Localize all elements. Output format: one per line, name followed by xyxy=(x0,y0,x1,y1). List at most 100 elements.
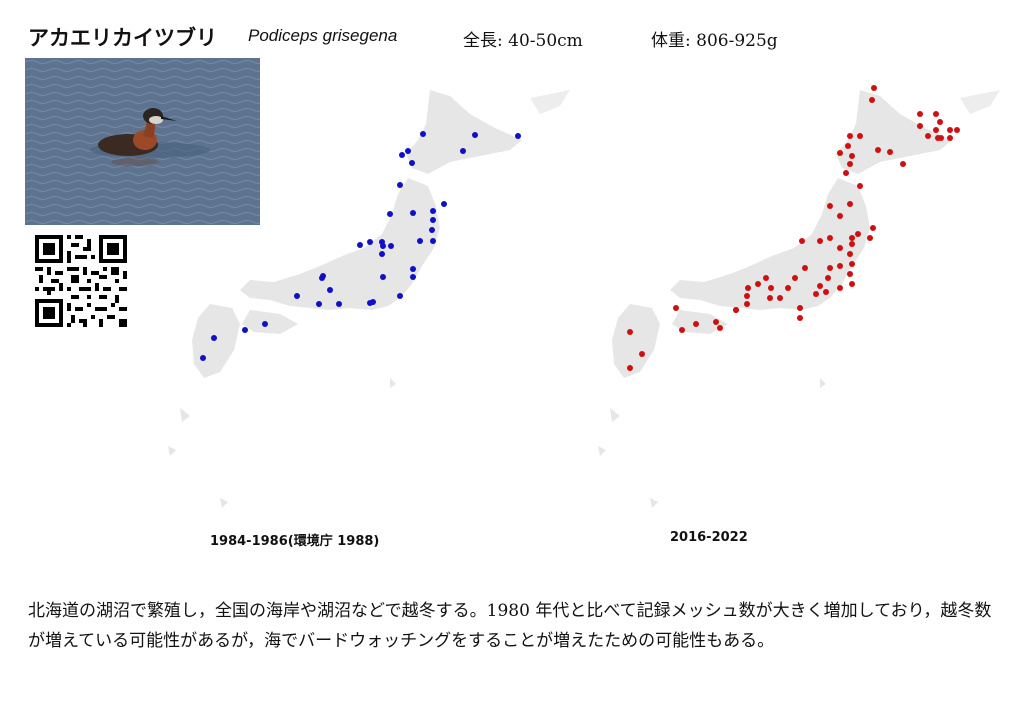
record-dot xyxy=(837,213,843,219)
record-dot xyxy=(387,211,393,217)
distribution-map-2016-2022 xyxy=(590,78,1010,538)
record-dot xyxy=(827,235,833,241)
record-dot xyxy=(262,321,268,327)
record-dot xyxy=(799,238,805,244)
record-dot xyxy=(367,239,373,245)
record-dot xyxy=(933,111,939,117)
record-dot xyxy=(409,160,415,166)
record-dot xyxy=(887,149,893,155)
map-caption-left: 1984-1986(環境庁 1988) xyxy=(210,534,380,549)
grebe-photo-illustration xyxy=(25,58,260,225)
record-dot xyxy=(441,201,447,207)
record-dot xyxy=(693,321,699,327)
record-dot xyxy=(849,241,855,247)
record-dot xyxy=(797,305,803,311)
record-dot xyxy=(867,235,873,241)
record-dots-1984-1986 xyxy=(200,131,521,361)
record-dot xyxy=(875,147,881,153)
record-dot xyxy=(935,135,941,141)
record-dot xyxy=(410,210,416,216)
species-header: アカエリカイツブリ Podiceps grisegena 全長: 40-50cm… xyxy=(28,22,1008,52)
record-dot xyxy=(745,285,751,291)
record-dot xyxy=(410,266,416,272)
bird-photo xyxy=(25,58,260,225)
record-dot xyxy=(388,243,394,249)
record-dot xyxy=(847,271,853,277)
japan-landmass xyxy=(598,90,1000,508)
record-dot xyxy=(744,301,750,307)
record-dot xyxy=(430,238,436,244)
map-caption-right: 2016-2022 xyxy=(670,530,748,545)
record-dot xyxy=(417,238,423,244)
body-weight: 体重: 806-925g xyxy=(651,31,778,51)
record-dot xyxy=(802,265,808,271)
record-dot xyxy=(320,273,326,279)
record-dot xyxy=(855,231,861,237)
record-dot xyxy=(768,285,774,291)
record-dot xyxy=(823,289,829,295)
record-dot xyxy=(849,261,855,267)
record-dot xyxy=(767,295,773,301)
record-dot xyxy=(673,305,679,311)
record-dot xyxy=(817,238,823,244)
record-dot xyxy=(211,335,217,341)
record-dot xyxy=(857,133,863,139)
qr-code xyxy=(35,235,127,327)
record-dot xyxy=(679,327,685,333)
record-dot xyxy=(627,365,633,371)
japan-map-right xyxy=(598,85,1000,508)
japan-map-left xyxy=(168,90,570,508)
record-dot xyxy=(755,281,761,287)
record-dot xyxy=(837,285,843,291)
species-description: 北海道の湖沼で繁殖し，全国の海岸や湖沼などで越冬する。1980 年代と比べて記録… xyxy=(28,601,992,651)
record-dot xyxy=(847,251,853,257)
record-dot xyxy=(460,148,466,154)
record-dot xyxy=(380,274,386,280)
record-dot xyxy=(316,301,322,307)
record-dot xyxy=(397,182,403,188)
record-dot xyxy=(430,217,436,223)
record-dot xyxy=(785,285,791,291)
record-dot xyxy=(857,183,863,189)
record-dot xyxy=(954,127,960,133)
record-dot xyxy=(813,291,819,297)
record-dot xyxy=(870,225,876,231)
record-dot xyxy=(405,148,411,154)
record-dot xyxy=(399,152,405,158)
record-dot xyxy=(733,307,739,313)
record-dot xyxy=(837,245,843,251)
record-dot xyxy=(242,327,248,333)
record-dot xyxy=(825,275,831,281)
record-dot xyxy=(627,329,633,335)
record-dot xyxy=(917,123,923,129)
record-dot xyxy=(843,170,849,176)
record-dot xyxy=(837,150,843,156)
record-dot xyxy=(900,161,906,167)
record-dot xyxy=(357,242,363,248)
record-dot xyxy=(917,111,923,117)
record-dot xyxy=(849,153,855,159)
record-dot xyxy=(847,201,853,207)
record-dot xyxy=(744,293,750,299)
record-dot xyxy=(763,275,769,281)
record-dot xyxy=(849,235,855,241)
record-dot xyxy=(827,265,833,271)
record-dot xyxy=(639,351,645,357)
japan-landmass xyxy=(168,90,570,508)
record-dot xyxy=(379,251,385,257)
record-dots-2016-2022 xyxy=(627,85,960,371)
species-name-scientific: Podiceps grisegena xyxy=(248,26,398,45)
record-dot xyxy=(515,133,521,139)
record-dot xyxy=(370,299,376,305)
record-dot xyxy=(847,161,853,167)
record-dot xyxy=(717,325,723,331)
record-dot xyxy=(430,208,436,214)
record-dot xyxy=(837,263,843,269)
record-dot xyxy=(847,133,853,139)
record-dot xyxy=(777,295,783,301)
body-length: 全長: 40-50cm xyxy=(463,31,583,51)
record-dot xyxy=(947,135,953,141)
record-dot xyxy=(472,132,478,138)
record-dot xyxy=(713,319,719,325)
record-dot xyxy=(200,355,206,361)
